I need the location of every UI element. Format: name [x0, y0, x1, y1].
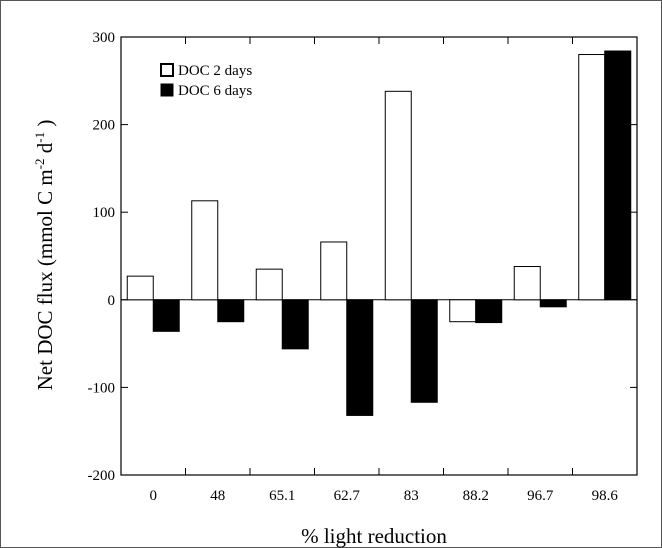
- legend: DOC 2 days DOC 6 days: [160, 63, 252, 99]
- y-axis-title-end: ): [33, 120, 57, 132]
- bar-doc-6-days: [346, 299, 374, 416]
- y-axis-title: Net DOC flux (mmol C m-2 d-1 ): [32, 120, 57, 391]
- y-tick-label: -200: [88, 468, 116, 484]
- y-axis-title-sup1: -2: [32, 158, 47, 169]
- bar-doc-6-days: [604, 50, 632, 301]
- bar-doc-6-days: [539, 299, 567, 308]
- x-axis-title: % light reduction: [301, 524, 447, 548]
- bar-doc-2-days: [191, 200, 219, 301]
- bar-doc-6-days: [410, 299, 438, 403]
- x-tick-label: 98.6: [592, 488, 619, 504]
- y-tick-label: 300: [93, 30, 116, 46]
- plot-area: -200 -100 0 100 200 300 0 48 65.1 62.7 83 88.2 96.7 9…: [88, 30, 638, 504]
- bar-doc-2-days: [384, 90, 412, 301]
- x-tick-label: 62.7: [334, 488, 361, 504]
- bar-doc-6-days: [475, 299, 503, 324]
- legend-swatch-doc-2-days: [160, 63, 174, 77]
- bar-doc-6-days: [152, 299, 180, 332]
- y-tick-label: 0: [108, 293, 116, 309]
- y-axis-title-main: Net DOC flux (mmol C m: [33, 169, 57, 390]
- y-tick-label: 100: [93, 205, 116, 221]
- bar-doc-2-days: [126, 275, 154, 301]
- legend-label-doc-2-days: DOC 2 days: [178, 63, 252, 79]
- bar-doc-6-days: [217, 299, 245, 323]
- x-tick-label: 88.2: [463, 488, 489, 504]
- bar-doc-6-days: [281, 299, 309, 350]
- bar-doc-2-days: [320, 241, 348, 301]
- bar-doc-2-days: [255, 268, 283, 301]
- y-axis-title-sup2: -1: [32, 132, 47, 143]
- y-tick-label: 200: [93, 118, 116, 134]
- bar-doc-2-days: [513, 266, 541, 301]
- y-tick-label: -100: [88, 380, 116, 396]
- x-tick-label: 0: [150, 488, 158, 504]
- bar-doc-2-days: [449, 299, 477, 323]
- x-tick-label: 96.7: [527, 488, 554, 504]
- bar-doc-2-days: [578, 54, 606, 301]
- x-tick-label: 65.1: [269, 488, 295, 504]
- legend-label-doc-6-days: DOC 6 days: [178, 83, 252, 99]
- x-tick-label: 48: [210, 488, 225, 504]
- x-tick-label: 83: [404, 488, 419, 504]
- y-axis-title-mid: d: [33, 142, 57, 158]
- legend-swatch-doc-6-days: [160, 83, 174, 97]
